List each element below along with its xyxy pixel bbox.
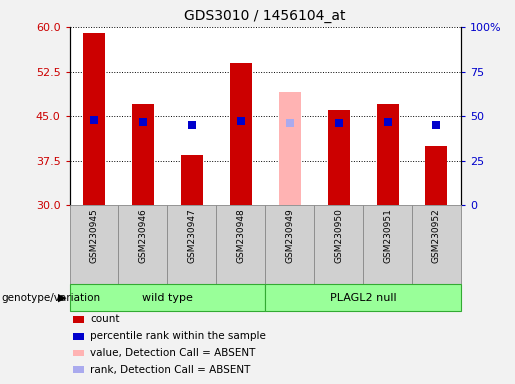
Text: GSM230945: GSM230945: [90, 208, 98, 263]
Text: GSM230947: GSM230947: [187, 208, 196, 263]
Point: [236, 118, 245, 124]
Bar: [230, 63, 252, 205]
Bar: [118, 205, 167, 284]
Point: [90, 117, 98, 123]
Bar: [70, 205, 118, 284]
Bar: [363, 205, 412, 284]
Bar: [265, 205, 314, 284]
Text: percentile rank within the sample: percentile rank within the sample: [90, 331, 266, 341]
Bar: [425, 146, 448, 205]
Bar: [167, 205, 216, 284]
Bar: [74, 333, 84, 339]
Text: value, Detection Call = ABSENT: value, Detection Call = ABSENT: [90, 348, 255, 358]
Bar: [376, 104, 399, 205]
Text: count: count: [90, 314, 120, 324]
Bar: [279, 92, 301, 205]
Text: GSM230949: GSM230949: [285, 208, 294, 263]
Text: PLAGL2 null: PLAGL2 null: [330, 293, 397, 303]
Point: [187, 122, 196, 128]
Point: [139, 119, 147, 126]
Point: [432, 122, 440, 128]
Bar: [265, 284, 461, 311]
Point: [285, 120, 294, 126]
Text: GSM230946: GSM230946: [139, 208, 147, 263]
Text: GSM230948: GSM230948: [236, 208, 245, 263]
Text: genotype/variation: genotype/variation: [1, 293, 100, 303]
Text: ▶: ▶: [58, 293, 67, 303]
Bar: [74, 350, 84, 356]
Bar: [314, 205, 363, 284]
Bar: [412, 205, 461, 284]
Text: GSM230952: GSM230952: [432, 208, 441, 263]
Text: GSM230951: GSM230951: [383, 208, 392, 263]
Point: [335, 120, 343, 126]
Bar: [328, 110, 350, 205]
Bar: [83, 33, 105, 205]
Bar: [74, 316, 84, 323]
Bar: [181, 155, 203, 205]
Bar: [216, 205, 265, 284]
Bar: [70, 284, 265, 311]
Text: rank, Detection Call = ABSENT: rank, Detection Call = ABSENT: [90, 365, 251, 375]
Text: GSM230950: GSM230950: [334, 208, 343, 263]
Text: wild type: wild type: [142, 293, 193, 303]
Title: GDS3010 / 1456104_at: GDS3010 / 1456104_at: [184, 9, 346, 23]
Bar: [74, 366, 84, 373]
Point: [383, 119, 391, 126]
Bar: [132, 104, 154, 205]
